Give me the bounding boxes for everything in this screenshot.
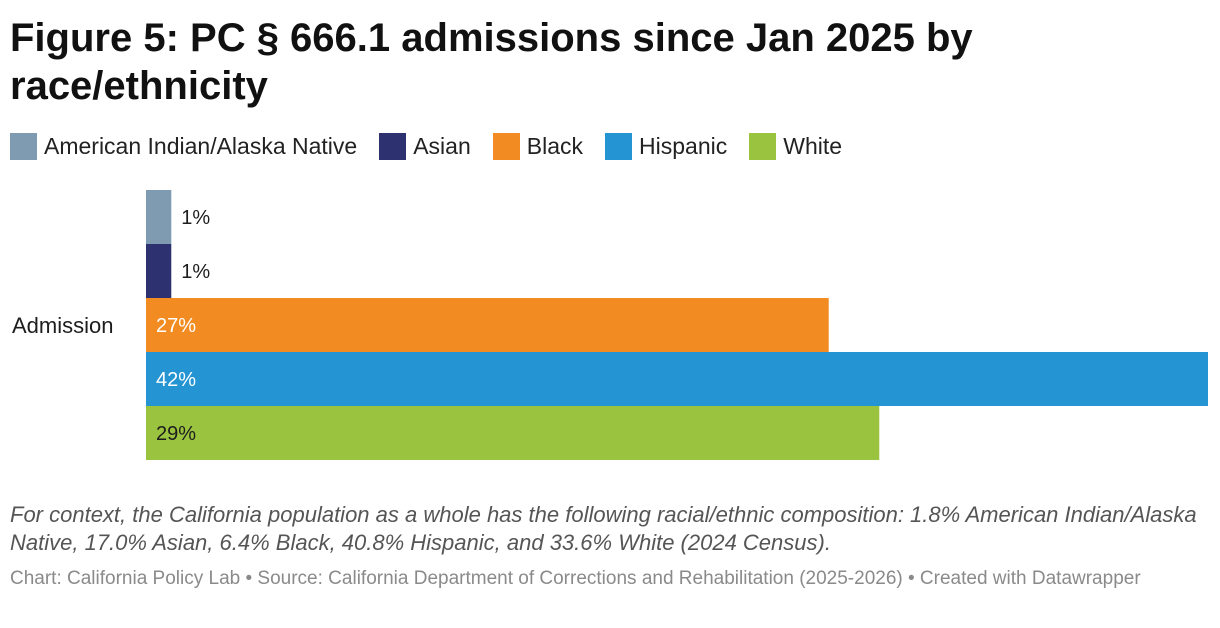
- legend: American Indian/Alaska Native Asian Blac…: [10, 133, 864, 160]
- legend-swatch-american-indian: [10, 133, 37, 160]
- bar-white: [146, 406, 880, 460]
- legend-label-american-indian: American Indian/Alaska Native: [44, 133, 358, 159]
- legend-item-black: Black: [492, 133, 584, 160]
- legend-label-hispanic: Hispanic: [639, 133, 728, 159]
- bar-american-indian-alaska-native: [146, 190, 172, 244]
- legend-swatch-black: [492, 133, 520, 160]
- bar-chart: Admission 1% 1% 27% 42% 29%: [12, 190, 1208, 460]
- data-label-asian: 1%: [181, 261, 210, 283]
- data-label-white: 29%: [156, 423, 196, 445]
- legend-item-american-indian: American Indian/Alaska Native: [10, 133, 357, 160]
- bar-black: [146, 298, 829, 352]
- legend-swatch-asian: [379, 133, 407, 160]
- legend-label-white: White: [783, 133, 843, 159]
- legend-swatch-hispanic: [605, 133, 633, 160]
- bar-hispanic: [146, 352, 1208, 406]
- legend-label-black: Black: [526, 133, 584, 159]
- data-label-american-indian-alaska-native: 1%: [181, 207, 210, 229]
- data-label-black: 27%: [156, 315, 196, 337]
- legend-item-asian: Asian: [379, 133, 471, 160]
- legend-label-asian: Asian: [413, 133, 471, 159]
- context-note: For context, the California population a…: [10, 502, 1197, 555]
- legend-item-white: White: [749, 133, 842, 160]
- legend-item-hispanic: Hispanic: [605, 133, 727, 160]
- legend-swatch-white: [749, 133, 777, 160]
- source-credit: Chart: California Policy Lab • Source: C…: [10, 568, 1141, 589]
- bar-asian: [146, 244, 172, 298]
- category-label: Admission: [12, 313, 113, 338]
- data-label-hispanic: 42%: [156, 369, 196, 391]
- chart-title: Figure 5: PC § 666.1 admissions since Ja…: [10, 16, 973, 108]
